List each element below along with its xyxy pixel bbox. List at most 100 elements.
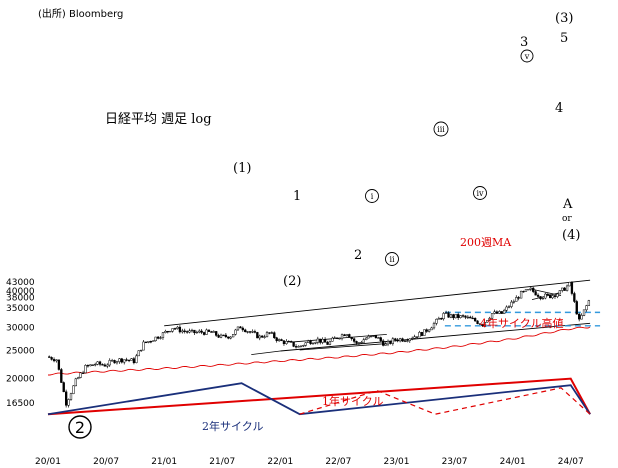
- candle-body: [280, 339, 283, 342]
- candle-body: [108, 360, 111, 366]
- wave-label-3: 3: [520, 35, 528, 50]
- candle-body: [401, 338, 404, 342]
- candle-body: [251, 331, 254, 333]
- wave-label-2: 2: [354, 248, 362, 263]
- candle-body: [493, 311, 496, 314]
- candle-body: [156, 336, 160, 339]
- x-tick-label: 22/01: [267, 457, 293, 467]
- wave-circle-v: v: [520, 49, 534, 63]
- candle-body: [164, 330, 167, 333]
- candle-body: [125, 359, 128, 361]
- wave-structure-line: [251, 350, 281, 355]
- candle-body: [178, 326, 182, 333]
- candle-body: [355, 341, 358, 344]
- candle-body: [258, 335, 261, 339]
- candle-body: [498, 311, 501, 314]
- candle-body: [369, 335, 373, 338]
- candle-body: [336, 337, 339, 339]
- candle-body: [459, 315, 462, 318]
- wave-label-1: 1: [293, 189, 301, 204]
- candle-body: [173, 328, 177, 330]
- candle-body: [403, 340, 407, 343]
- candle-body: [147, 341, 150, 343]
- candle-body: [205, 329, 208, 335]
- candle-body: [556, 293, 559, 297]
- candle-body: [140, 349, 143, 352]
- candle-body: [176, 326, 179, 329]
- candle-body: [265, 332, 269, 338]
- candle-body: [568, 281, 571, 287]
- candle-body: [96, 361, 99, 365]
- y-tick-label: 20000: [6, 375, 35, 385]
- candle-body: [515, 297, 518, 302]
- wave-label-5: 5: [560, 31, 568, 46]
- candle-body: [169, 330, 172, 333]
- candle-body: [193, 329, 196, 334]
- candle-body: [270, 332, 274, 334]
- candle-body: [311, 343, 315, 345]
- candle-body: [507, 306, 511, 308]
- candle-body: [452, 314, 455, 319]
- candle-body: [578, 313, 581, 320]
- candle-body: [447, 312, 450, 318]
- candle-body: [382, 340, 385, 346]
- chart-title: 日経平均 週足 log: [105, 112, 212, 127]
- candle-body: [529, 287, 532, 290]
- two-year-cycle-label: 2年サイクル: [202, 419, 263, 433]
- candle-body: [415, 336, 419, 338]
- candle-body: [217, 335, 220, 338]
- candle-body: [519, 290, 523, 299]
- candle-body: [210, 331, 213, 333]
- candle-body: [565, 285, 569, 291]
- candle-body: [449, 314, 453, 318]
- candle-body: [244, 329, 247, 333]
- weekly-candles: [48, 281, 591, 408]
- candle-body: [490, 313, 494, 319]
- candle-body: [222, 334, 225, 337]
- candle-body: [127, 359, 131, 362]
- x-tick-label: 24/01: [500, 457, 526, 467]
- candle-body: [524, 289, 528, 292]
- candle-body: [154, 336, 157, 342]
- wave-circle-2-big: 2: [68, 415, 92, 439]
- candle-body: [74, 378, 77, 387]
- candle-body: [183, 330, 186, 332]
- candle-body: [539, 296, 542, 300]
- candle-body: [326, 342, 329, 345]
- candle-body: [55, 359, 58, 362]
- candle-body: [198, 330, 201, 333]
- ma200-line: [48, 326, 591, 376]
- candle-body: [389, 341, 392, 344]
- trend-channel: [164, 279, 591, 355]
- candle-body: [333, 337, 336, 339]
- candle-body: [152, 340, 155, 342]
- candle-body: [236, 326, 240, 331]
- x-axis-ticks: 20/01 20/07 21/01 21/07 22/01 22/07 23/01 23/07…: [35, 457, 584, 467]
- candle-body: [307, 340, 310, 343]
- candle-body: [394, 338, 397, 341]
- candle-body: [454, 314, 457, 319]
- candle-body: [304, 342, 307, 346]
- candle-body: [239, 326, 242, 329]
- x-tick-label: 20/01: [35, 457, 61, 467]
- candle-body: [483, 322, 486, 327]
- candle-body: [563, 287, 566, 291]
- candle-body: [215, 331, 218, 336]
- candle-body: [478, 323, 482, 325]
- candle-body: [423, 329, 426, 336]
- candle-body: [549, 294, 552, 299]
- candle-body: [292, 341, 295, 347]
- candle-body: [486, 320, 489, 323]
- candle-body: [432, 323, 436, 329]
- candle-body: [161, 332, 165, 338]
- candle-body: [406, 340, 409, 342]
- candle-body: [442, 313, 445, 320]
- candle-body: [343, 334, 346, 337]
- candle-body: [573, 293, 576, 302]
- candle-body: [338, 337, 341, 340]
- candle-body: [587, 300, 591, 306]
- candle-body: [297, 346, 300, 348]
- candle-body: [48, 356, 51, 358]
- wave-label-3-paren: (3): [555, 11, 573, 26]
